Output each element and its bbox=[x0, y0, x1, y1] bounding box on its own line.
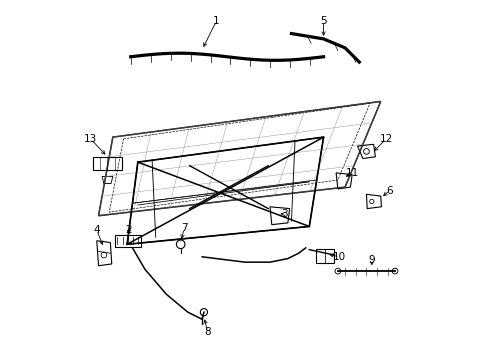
Text: 10: 10 bbox=[333, 252, 346, 262]
Text: 1: 1 bbox=[213, 16, 220, 26]
Text: 2: 2 bbox=[125, 225, 132, 235]
Text: 6: 6 bbox=[386, 186, 393, 196]
Text: 4: 4 bbox=[94, 225, 100, 235]
Text: 11: 11 bbox=[345, 168, 359, 178]
Text: 7: 7 bbox=[181, 223, 188, 233]
Text: 12: 12 bbox=[379, 134, 392, 144]
Bar bbox=[115, 235, 142, 247]
Bar bbox=[93, 157, 122, 170]
Text: 9: 9 bbox=[368, 255, 375, 265]
Text: 13: 13 bbox=[84, 134, 98, 144]
Bar bbox=[317, 249, 334, 263]
Text: 3: 3 bbox=[281, 209, 288, 219]
Text: 5: 5 bbox=[320, 16, 327, 26]
Text: 8: 8 bbox=[204, 327, 211, 337]
